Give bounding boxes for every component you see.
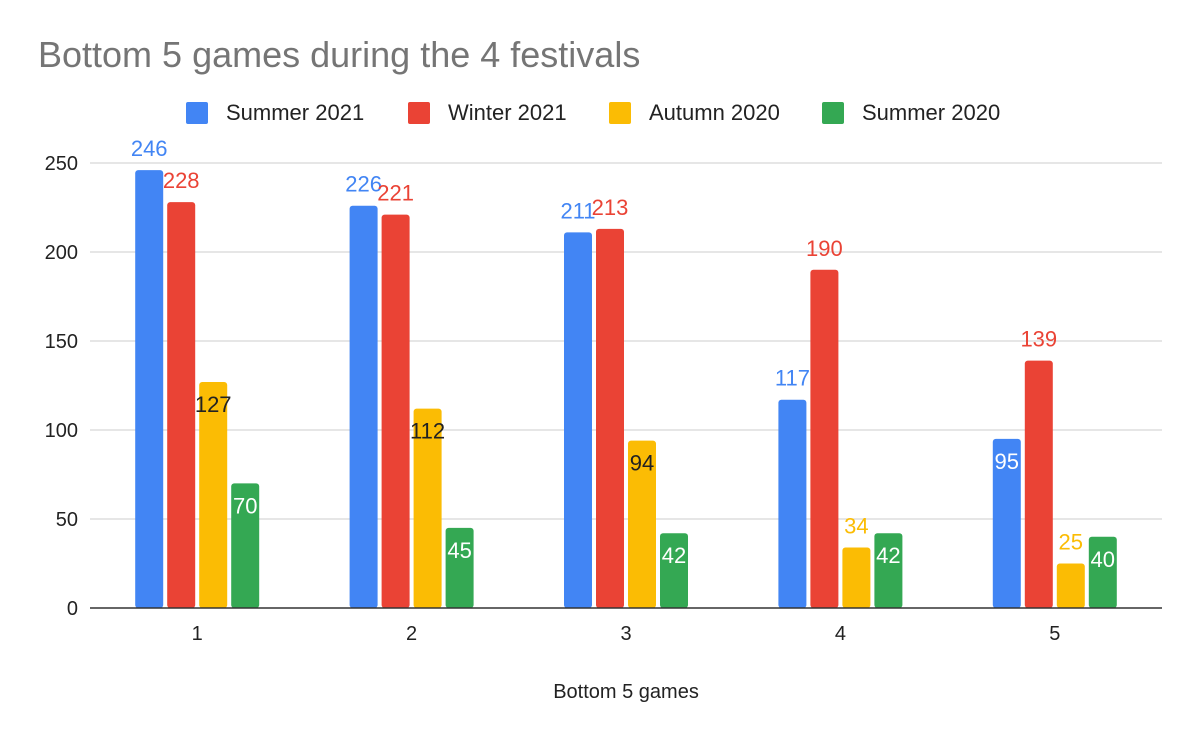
bar-autumn-2020-game-1	[199, 381, 228, 608]
data-label-autumn-2020-game-4: 34	[844, 513, 868, 538]
data-label-summer-2020-game-4: 42	[876, 543, 900, 568]
bar-summer-2020-game-5	[1088, 536, 1117, 608]
bar-summer-2020-game-2	[445, 527, 474, 608]
y-axis-ticks: 0 50 100 150 200 250	[45, 153, 78, 620]
data-label-summer-2021-game-2: 226	[345, 172, 382, 197]
bar-winter-2021-game-3	[596, 228, 624, 609]
bar-summer-2020-game-4	[874, 533, 903, 608]
x-tick-label-5: 5	[1049, 623, 1060, 645]
bar-autumn-2020-game-2	[413, 408, 442, 608]
data-label-winter-2021-game-4: 190	[806, 236, 843, 261]
data-label-summer-2021-game-4: 117	[775, 366, 810, 391]
bar-winter-2021-game-1	[167, 202, 196, 608]
data-label-winter-2021-game-1: 228	[163, 168, 200, 193]
y-tick-label-150: 150	[45, 331, 78, 353]
y-tick-label-100: 100	[45, 420, 78, 442]
bar-summer-2020-game-1	[231, 483, 260, 608]
bar-summer-2021-game-4	[778, 399, 807, 608]
bar-winter-2021-game-2	[381, 214, 410, 608]
y-tick-label-50: 50	[56, 509, 78, 531]
data-label-autumn-2020-game-5: 25	[1059, 530, 1083, 555]
data-label-summer-2020-game-2: 45	[447, 538, 471, 563]
x-axis-title: Bottom 5 games	[553, 681, 699, 703]
data-label-summer-2020-game-5: 40	[1091, 547, 1115, 572]
legend-swatch-winter-2021	[408, 102, 430, 124]
data-label-summer-2021-game-1: 246	[131, 136, 168, 161]
legend-swatch-summer-2020	[822, 102, 844, 124]
bar-summer-2021-game-3	[564, 232, 592, 609]
bar-summer-2020-game-3	[660, 533, 688, 608]
bar-summer-2021-game-5	[992, 438, 1021, 608]
bar-winter-2021-game-5	[1024, 360, 1053, 608]
bar-autumn-2020-game-4	[842, 547, 871, 608]
data-label-autumn-2020-game-2: 112	[410, 419, 445, 444]
legend-label-winter-2021: Winter 2021	[448, 100, 567, 125]
x-axis-ticks: 1 2 3 4 5	[192, 623, 1061, 645]
x-tick-label-4: 4	[835, 623, 846, 645]
x-tick-label-1: 1	[192, 623, 203, 645]
legend-swatch-summer-2021	[186, 102, 208, 124]
data-label-autumn-2020-game-3: 94	[630, 451, 654, 476]
data-label-summer-2021-game-5: 95	[995, 449, 1019, 474]
legend-label-summer-2021: Summer 2021	[226, 100, 364, 125]
gridlines	[90, 162, 1162, 520]
bar-summer-2021-game-2	[349, 205, 378, 608]
bars	[135, 170, 1117, 609]
chart-title: Bottom 5 games during the 4 festivals	[38, 34, 640, 75]
data-label-winter-2021-game-3: 213	[592, 195, 629, 220]
bar-autumn-2020-game-5	[1056, 563, 1085, 608]
legend-swatch-autumn-2020	[609, 102, 631, 124]
data-label-winter-2021-game-2: 221	[377, 181, 414, 206]
y-tick-label-0: 0	[67, 598, 78, 620]
data-label-summer-2020-game-3: 42	[662, 543, 686, 568]
bar-summer-2021-game-1	[135, 170, 164, 608]
data-label-summer-2021-game-3: 211	[560, 198, 595, 223]
bar-winter-2021-game-4	[810, 269, 839, 608]
legend-label-summer-2020: Summer 2020	[862, 100, 1000, 125]
data-label-winter-2021-game-5: 139	[1020, 327, 1057, 352]
bar-autumn-2020-game-3	[628, 440, 656, 608]
y-tick-label-250: 250	[45, 153, 78, 175]
data-label-summer-2020-game-1: 70	[233, 493, 257, 518]
x-tick-label-3: 3	[620, 623, 631, 645]
y-tick-label-200: 200	[45, 242, 78, 264]
legend-label-autumn-2020: Autumn 2020	[649, 100, 780, 125]
x-tick-label-2: 2	[406, 623, 417, 645]
data-label-autumn-2020-game-1: 127	[195, 392, 232, 417]
legend: Summer 2021 Winter 2021 Autumn 2020 Summer …	[186, 100, 1000, 125]
